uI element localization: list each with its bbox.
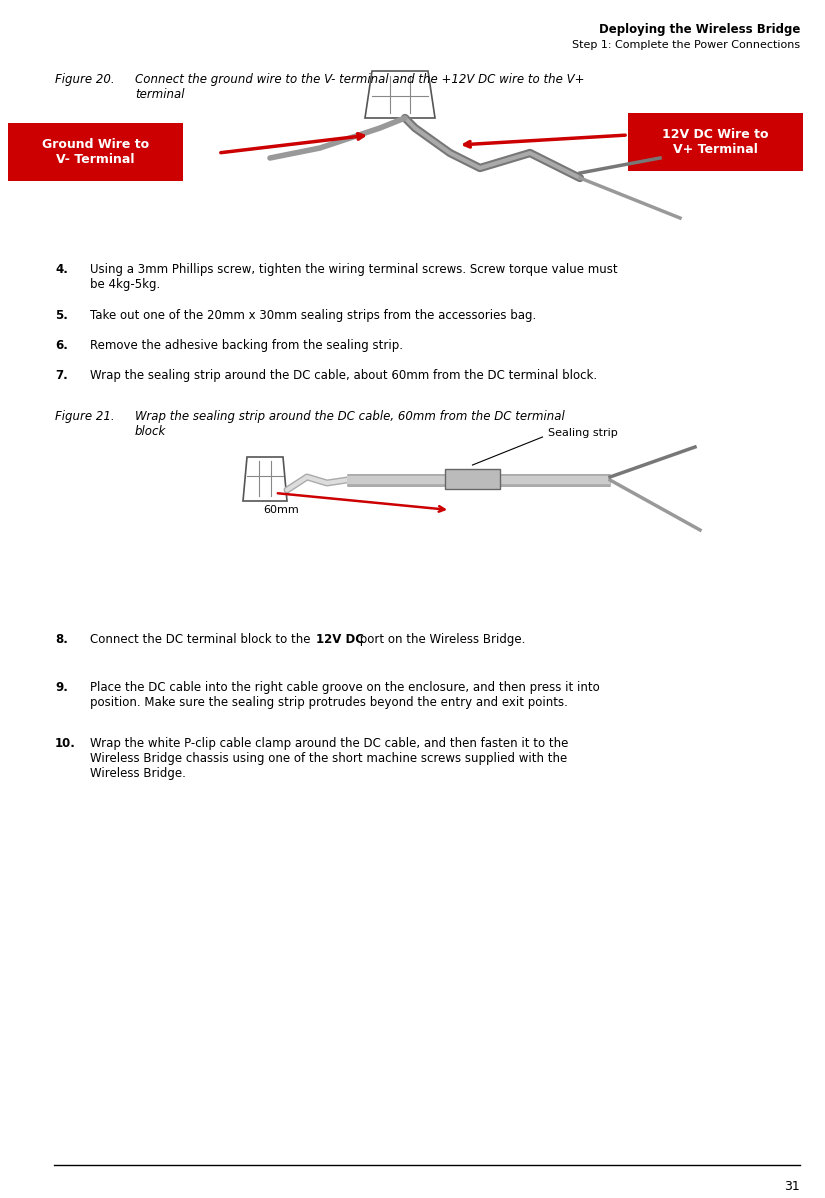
Text: port on the Wireless Bridge.: port on the Wireless Bridge.	[356, 633, 526, 646]
Text: Place the DC cable into the right cable groove on the enclosure, and then press : Place the DC cable into the right cable …	[90, 680, 600, 709]
Text: 12V DC: 12V DC	[316, 633, 364, 646]
Text: 8.: 8.	[55, 633, 68, 646]
Text: Figure 20.: Figure 20.	[55, 73, 115, 86]
Text: Sealing strip: Sealing strip	[548, 428, 617, 438]
Text: 7.: 7.	[55, 369, 68, 382]
Text: Wrap the sealing strip around the DC cable, about 60mm from the DC terminal bloc: Wrap the sealing strip around the DC cab…	[90, 369, 597, 382]
Text: Ground Wire to
V- Terminal: Ground Wire to V- Terminal	[42, 138, 149, 167]
Text: 60mm: 60mm	[263, 506, 299, 515]
Text: 12V DC Wire to
V+ Terminal: 12V DC Wire to V+ Terminal	[662, 128, 769, 156]
Text: Connect the DC terminal block to the: Connect the DC terminal block to the	[90, 633, 314, 646]
Text: Take out one of the 20mm x 30mm sealing strips from the accessories bag.: Take out one of the 20mm x 30mm sealing …	[90, 309, 536, 322]
Text: Wrap the sealing strip around the DC cable, 60mm from the DC terminal
block: Wrap the sealing strip around the DC cab…	[135, 410, 565, 438]
Text: Connect the ground wire to the V- terminal and the +12V DC wire to the V+
termin: Connect the ground wire to the V- termin…	[135, 73, 584, 101]
Text: Wrap the white P-clip cable clamp around the DC cable, and then fasten it to the: Wrap the white P-clip cable clamp around…	[90, 737, 568, 780]
FancyBboxPatch shape	[8, 123, 183, 181]
Text: 10.: 10.	[55, 737, 76, 750]
FancyBboxPatch shape	[445, 468, 500, 489]
Text: Step 1: Complete the Power Connections: Step 1: Complete the Power Connections	[572, 40, 800, 50]
FancyBboxPatch shape	[628, 113, 803, 171]
Text: 9.: 9.	[55, 680, 68, 694]
Text: Remove the adhesive backing from the sealing strip.: Remove the adhesive backing from the sea…	[90, 339, 403, 352]
Text: Using a 3mm Phillips screw, tighten the wiring terminal screws. Screw torque val: Using a 3mm Phillips screw, tighten the …	[90, 264, 618, 291]
Text: 6.: 6.	[55, 339, 68, 352]
Text: 5.: 5.	[55, 309, 68, 322]
Text: Deploying the Wireless Bridge: Deploying the Wireless Bridge	[599, 23, 800, 36]
Text: 31: 31	[785, 1180, 800, 1193]
Text: 4.: 4.	[55, 264, 68, 276]
Text: Figure 21.: Figure 21.	[55, 410, 115, 423]
